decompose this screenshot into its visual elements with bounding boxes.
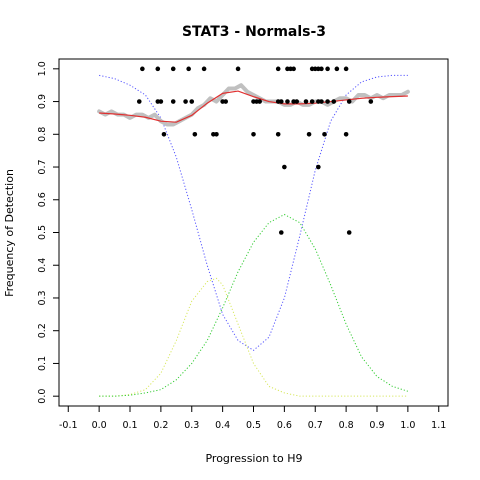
x-tick-label: 0.4 — [215, 420, 230, 431]
data-point — [309, 99, 315, 104]
y-tick-label: 0.4 — [37, 258, 48, 273]
data-point — [303, 99, 309, 104]
x-tick-label: 0.3 — [184, 420, 199, 431]
y-tick-label: 0.9 — [37, 94, 48, 109]
data-point — [235, 66, 241, 72]
x-axis: -0.1 0.0 0.1 0.2 0.3 0.4 0.5 0.6 0.7 0.8 0.9 1.0 1.1 — [59, 406, 446, 431]
data-point — [275, 66, 281, 72]
data-point — [346, 99, 352, 104]
data-point — [285, 99, 290, 104]
x-tick-label: 0.1 — [122, 420, 137, 431]
data-point — [282, 164, 287, 170]
data-point — [316, 164, 321, 170]
data-point — [343, 66, 349, 72]
data-point — [294, 99, 300, 104]
y-axis-label: Frequency of Detection — [3, 169, 16, 297]
data-point — [161, 131, 167, 137]
data-point — [322, 131, 327, 137]
y-tick-label: 0.1 — [37, 356, 48, 371]
data-point — [170, 66, 176, 72]
chart-title: STAT3 - Normals-3 — [182, 24, 326, 40]
y-tick-label: 0.7 — [37, 159, 48, 174]
data-point — [275, 131, 281, 137]
series-line-2 — [99, 90, 408, 123]
data-point — [201, 66, 207, 72]
data-point — [214, 131, 219, 137]
data-point — [343, 131, 349, 137]
data-point — [331, 99, 337, 104]
data-point — [223, 99, 229, 104]
data-point — [278, 230, 284, 235]
data-point — [306, 131, 312, 137]
x-tick-label: 0.2 — [153, 420, 168, 431]
data-point — [319, 99, 324, 104]
data-point — [257, 99, 262, 104]
data-point — [186, 66, 191, 72]
x-tick-label: 1.0 — [400, 420, 415, 431]
y-tick-label: 0.5 — [37, 225, 48, 240]
y-tick-label: 0.2 — [37, 323, 48, 338]
series-line-3 — [99, 74, 408, 351]
y-tick-label: 1.0 — [37, 61, 48, 76]
x-axis-label: Progression to H9 — [205, 452, 302, 465]
y-axis: 0.0 0.1 0.2 0.3 0.4 0.5 0.6 0.7 0.8 0.9 1.0 — [37, 61, 59, 404]
data-point — [325, 99, 330, 104]
x-tick-label: 0.9 — [369, 420, 384, 431]
series-line-1 — [97, 83, 410, 127]
y-tick-label: 0.3 — [37, 290, 48, 305]
data-point — [319, 66, 324, 72]
data-point — [136, 99, 142, 104]
y-tick-label: 0.0 — [37, 389, 48, 404]
y-tick-label: 0.8 — [37, 127, 48, 142]
x-tick-label: -0.1 — [59, 420, 78, 431]
data-point — [170, 99, 176, 104]
data-point — [325, 66, 330, 72]
data-point — [158, 99, 164, 104]
data-point — [346, 230, 352, 235]
data-point — [368, 99, 374, 104]
data-point — [140, 66, 145, 72]
series-layer — [97, 66, 410, 397]
data-point — [291, 66, 296, 72]
x-tick-label: 0.5 — [246, 420, 261, 431]
x-tick-label: 1.1 — [431, 420, 446, 431]
data-point — [334, 66, 340, 72]
x-tick-label: 0.0 — [92, 420, 107, 431]
x-tick-label: 0.7 — [308, 420, 323, 431]
x-tick-label: 0.8 — [339, 420, 354, 431]
series-line-4 — [99, 277, 408, 397]
y-tick-label: 0.6 — [37, 192, 48, 207]
data-point — [189, 99, 195, 104]
data-point — [155, 66, 161, 72]
x-tick-label: 0.6 — [277, 420, 292, 431]
data-point — [192, 131, 198, 137]
data-point — [278, 99, 284, 104]
series-line-5 — [99, 213, 409, 397]
data-point — [251, 131, 256, 137]
data-point — [183, 99, 188, 104]
